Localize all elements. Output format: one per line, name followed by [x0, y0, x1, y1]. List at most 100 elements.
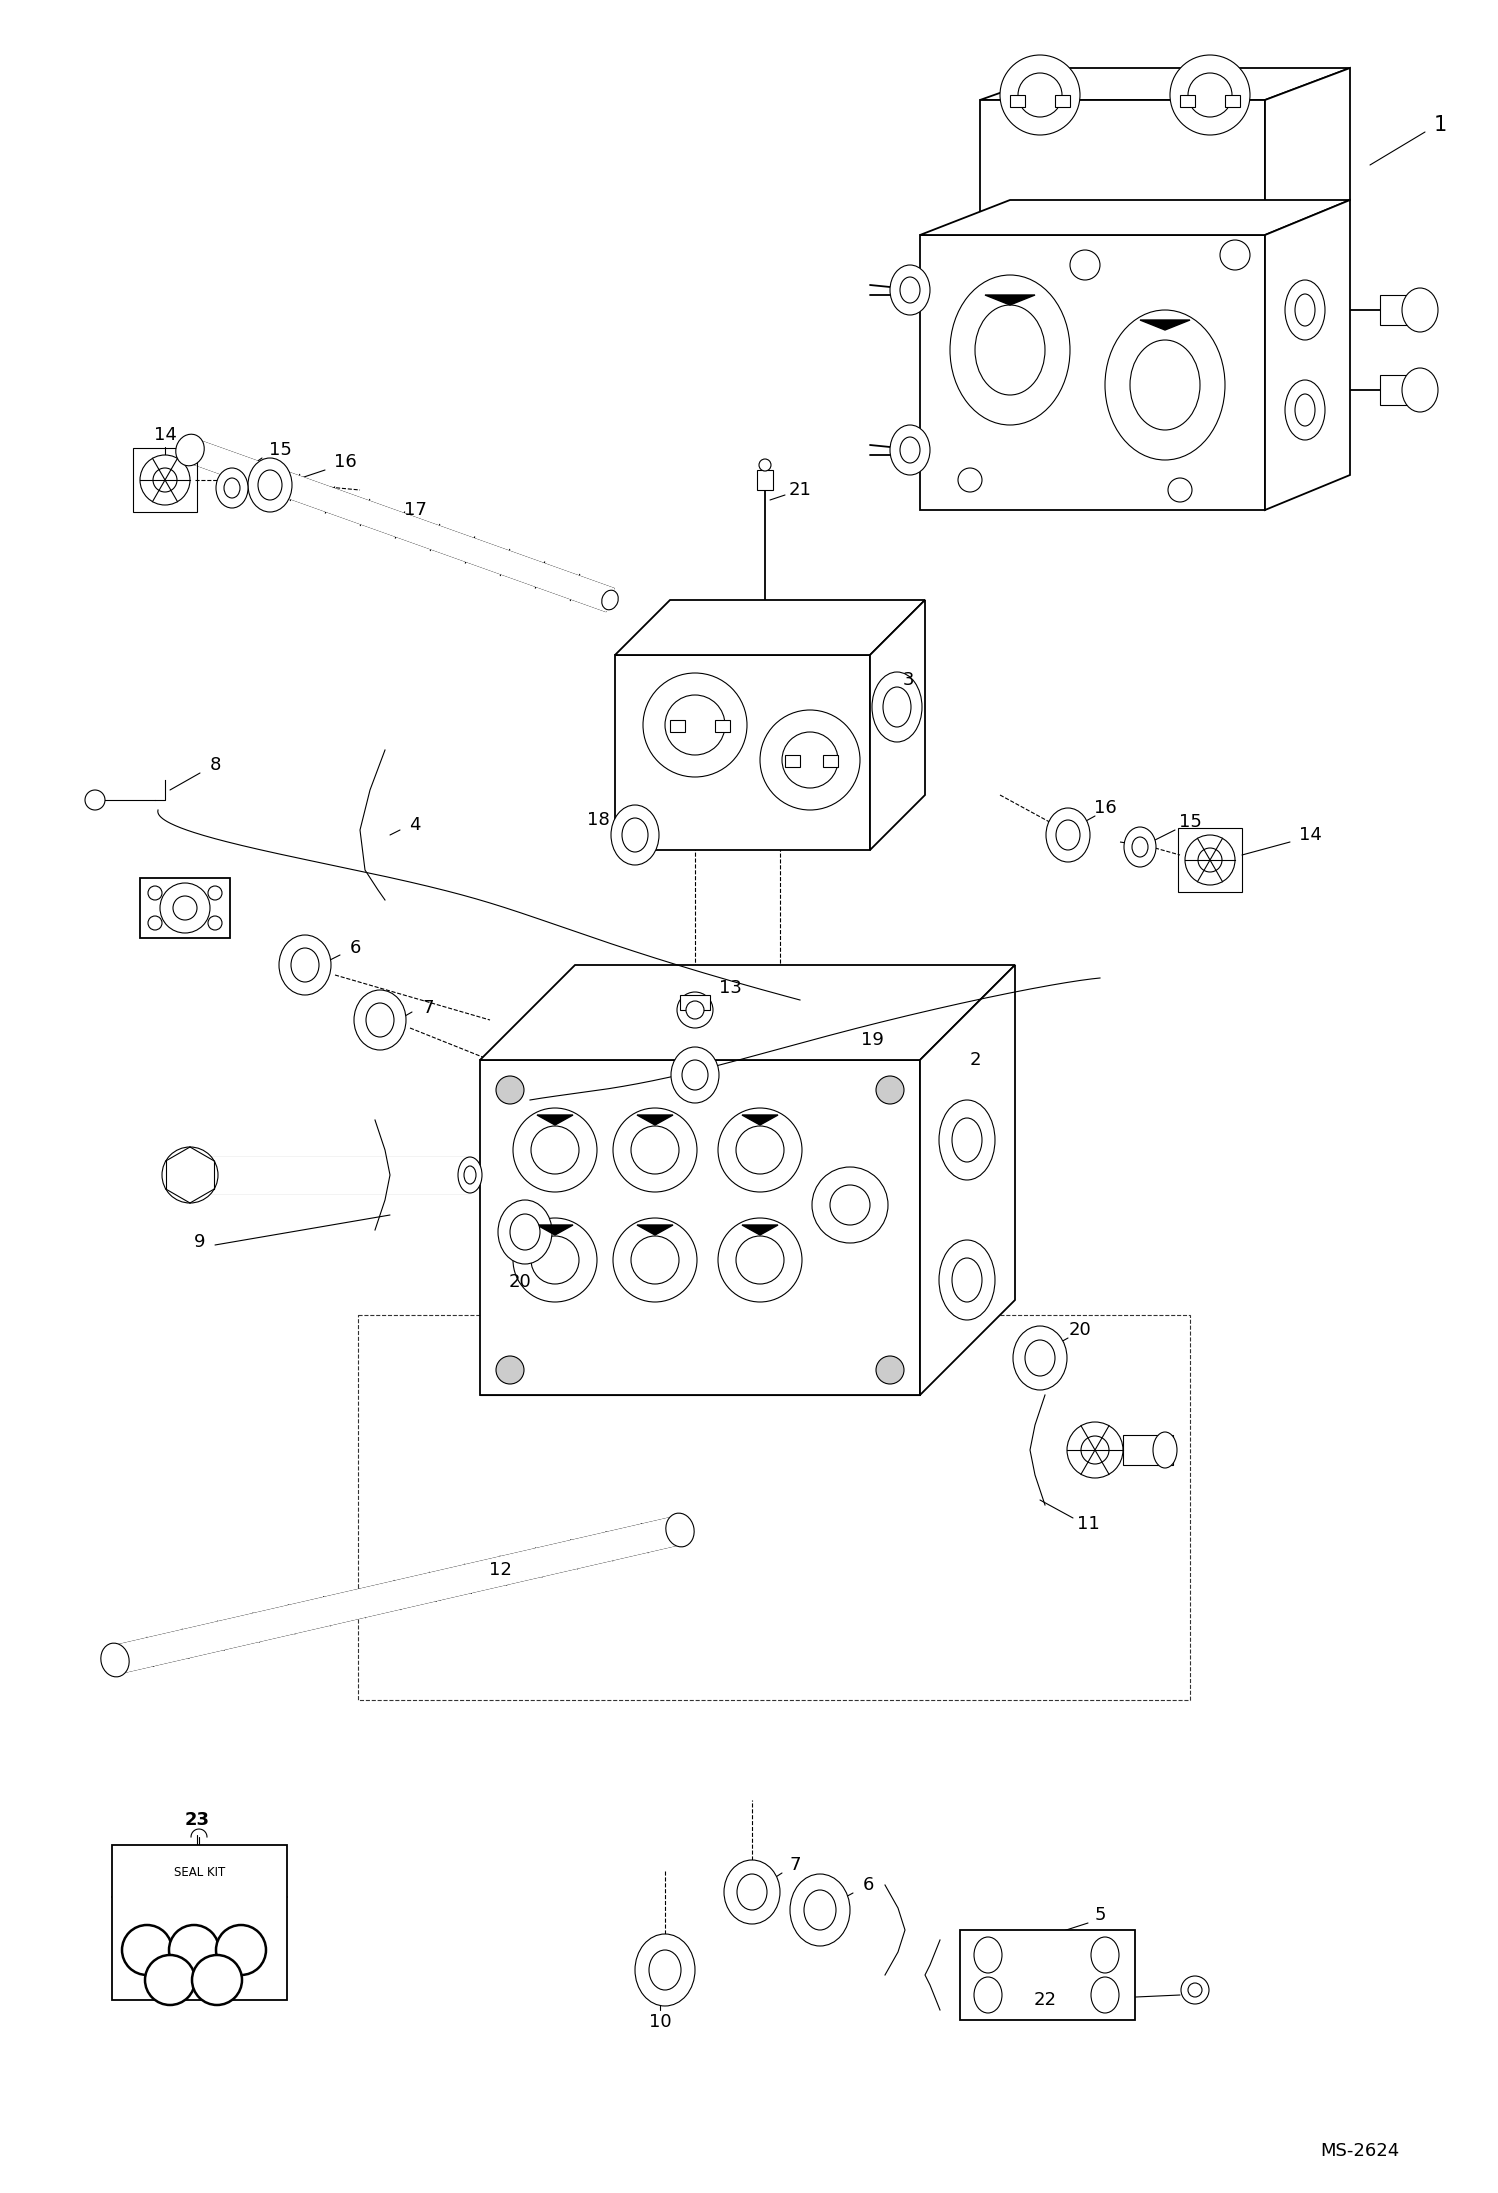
- Text: 15: 15: [1179, 814, 1201, 831]
- Ellipse shape: [258, 469, 282, 500]
- Polygon shape: [870, 601, 924, 851]
- Circle shape: [145, 1954, 195, 2004]
- Circle shape: [153, 467, 177, 491]
- Circle shape: [643, 673, 748, 776]
- Bar: [1380, 375, 1420, 406]
- Ellipse shape: [458, 1158, 482, 1193]
- Text: 6: 6: [863, 1875, 873, 1895]
- Text: 15: 15: [268, 441, 292, 458]
- Circle shape: [139, 454, 190, 504]
- Circle shape: [496, 1355, 524, 1384]
- Text: 14: 14: [154, 425, 177, 443]
- Circle shape: [1001, 55, 1080, 136]
- Polygon shape: [536, 1114, 574, 1125]
- Ellipse shape: [804, 1890, 836, 1930]
- Ellipse shape: [1106, 309, 1225, 461]
- Ellipse shape: [1124, 827, 1156, 866]
- Bar: [1290, 296, 1318, 325]
- Polygon shape: [536, 1226, 574, 1235]
- Circle shape: [192, 1954, 243, 2004]
- Circle shape: [1198, 849, 1222, 873]
- Text: 14: 14: [1299, 827, 1321, 844]
- Polygon shape: [637, 1114, 673, 1125]
- Circle shape: [121, 1925, 172, 1976]
- Circle shape: [759, 458, 771, 471]
- Circle shape: [1188, 72, 1231, 116]
- Bar: [133, 447, 198, 511]
- Text: 9: 9: [195, 1232, 205, 1250]
- Bar: [785, 754, 800, 768]
- Polygon shape: [742, 1114, 777, 1125]
- Polygon shape: [1264, 200, 1350, 511]
- Text: 7: 7: [422, 1000, 434, 1018]
- Polygon shape: [920, 235, 1264, 511]
- Polygon shape: [637, 1226, 673, 1235]
- Circle shape: [1019, 72, 1062, 116]
- Ellipse shape: [974, 1978, 1002, 2013]
- Bar: [1124, 1434, 1173, 1465]
- Circle shape: [1180, 1976, 1209, 2004]
- Ellipse shape: [225, 478, 240, 498]
- Bar: [1290, 395, 1318, 425]
- Ellipse shape: [611, 805, 659, 864]
- Ellipse shape: [249, 458, 292, 511]
- Circle shape: [718, 1107, 801, 1193]
- Ellipse shape: [1294, 395, 1315, 425]
- Ellipse shape: [602, 590, 619, 610]
- Polygon shape: [190, 1158, 470, 1193]
- Ellipse shape: [497, 1200, 551, 1263]
- Text: 18: 18: [587, 811, 610, 829]
- Bar: [139, 877, 231, 939]
- Text: 6: 6: [349, 939, 361, 956]
- Ellipse shape: [974, 1936, 1002, 1974]
- Text: 7: 7: [789, 1855, 801, 1875]
- Ellipse shape: [366, 1002, 394, 1037]
- Circle shape: [162, 1147, 219, 1204]
- Circle shape: [959, 467, 983, 491]
- Ellipse shape: [354, 989, 406, 1050]
- Circle shape: [1219, 239, 1249, 270]
- Text: 8: 8: [210, 757, 220, 774]
- Ellipse shape: [279, 934, 331, 996]
- Circle shape: [759, 711, 860, 809]
- Ellipse shape: [464, 1167, 476, 1184]
- Ellipse shape: [1129, 340, 1200, 430]
- Ellipse shape: [872, 671, 921, 741]
- Circle shape: [665, 695, 725, 754]
- Ellipse shape: [789, 1875, 849, 1945]
- Text: 21: 21: [788, 480, 812, 500]
- Bar: [680, 996, 710, 1011]
- Ellipse shape: [622, 818, 649, 853]
- Ellipse shape: [1402, 287, 1438, 331]
- Text: MS-2624: MS-2624: [1321, 2143, 1401, 2160]
- Circle shape: [172, 897, 198, 921]
- Text: 13: 13: [719, 978, 742, 998]
- Circle shape: [1185, 836, 1234, 886]
- Polygon shape: [980, 101, 1264, 235]
- Ellipse shape: [882, 686, 911, 728]
- Ellipse shape: [649, 1950, 682, 1989]
- Polygon shape: [920, 200, 1350, 235]
- Circle shape: [631, 1237, 679, 1283]
- Polygon shape: [616, 601, 924, 656]
- Circle shape: [530, 1125, 580, 1173]
- Circle shape: [686, 1000, 704, 1020]
- Circle shape: [160, 884, 210, 932]
- Ellipse shape: [1046, 807, 1091, 862]
- Text: 16: 16: [1094, 798, 1116, 818]
- Polygon shape: [1140, 320, 1189, 329]
- Ellipse shape: [953, 1259, 983, 1303]
- Circle shape: [148, 886, 162, 899]
- Text: 5: 5: [1094, 1906, 1106, 1923]
- Polygon shape: [1264, 68, 1350, 235]
- Polygon shape: [479, 965, 1016, 1059]
- Bar: [1055, 94, 1070, 107]
- Bar: [112, 1844, 288, 2000]
- Ellipse shape: [175, 434, 204, 465]
- Ellipse shape: [890, 425, 930, 476]
- Text: 10: 10: [649, 2013, 671, 2031]
- Ellipse shape: [682, 1059, 709, 1090]
- Ellipse shape: [1153, 1432, 1177, 1467]
- Polygon shape: [616, 656, 870, 851]
- Ellipse shape: [1294, 294, 1315, 327]
